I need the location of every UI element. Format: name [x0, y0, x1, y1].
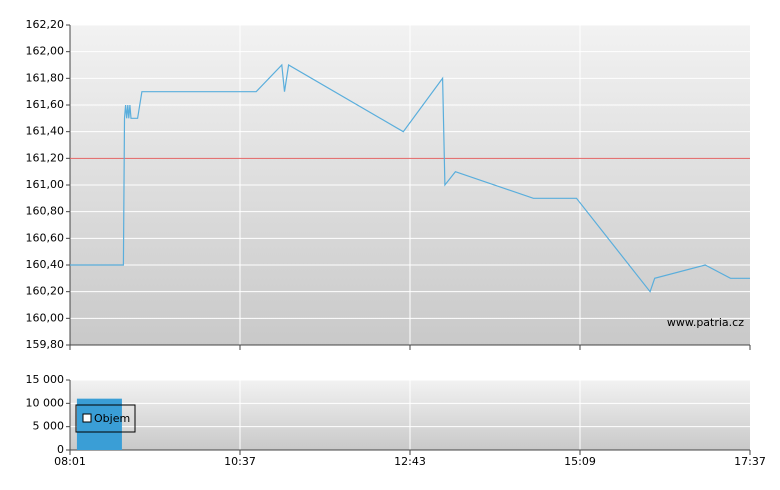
- y-tick-label: 5 000: [33, 420, 65, 433]
- x-tick-label: 12:43: [394, 455, 426, 468]
- x-tick-label: 15:09: [564, 455, 596, 468]
- y-tick-label: 161,40: [26, 125, 65, 138]
- x-tick-label: 17:37: [734, 455, 766, 468]
- price-line: [70, 63, 750, 293]
- y-tick-label: 160,40: [26, 258, 65, 271]
- y-tick-label: 161,00: [26, 178, 65, 191]
- legend-swatch: [82, 413, 92, 423]
- y-tick-label: 15 000: [26, 373, 65, 386]
- y-tick-label: 0: [57, 443, 64, 456]
- x-tick-label: 08:01: [54, 455, 86, 468]
- y-tick-label: 161,20: [26, 151, 65, 164]
- y-tick-label: 159,80: [26, 338, 65, 351]
- y-tick-label: 160,60: [26, 231, 65, 244]
- y-tick-label: 161,80: [26, 71, 65, 84]
- y-tick-label: 10 000: [26, 396, 65, 409]
- legend-box: [75, 404, 136, 433]
- watermark: www.patria.cz: [667, 316, 744, 329]
- y-tick-label: 162,00: [26, 45, 65, 58]
- volume-bar: [76, 398, 122, 450]
- y-tick-label: 160,80: [26, 205, 65, 218]
- x-tick-label: 10:37: [224, 455, 256, 468]
- y-tick-label: 162,20: [26, 18, 65, 31]
- y-tick-label: 160,20: [26, 285, 65, 298]
- legend-label: Objem: [94, 412, 130, 425]
- y-tick-label: 161,60: [26, 98, 65, 111]
- y-tick-label: 160,00: [26, 311, 65, 324]
